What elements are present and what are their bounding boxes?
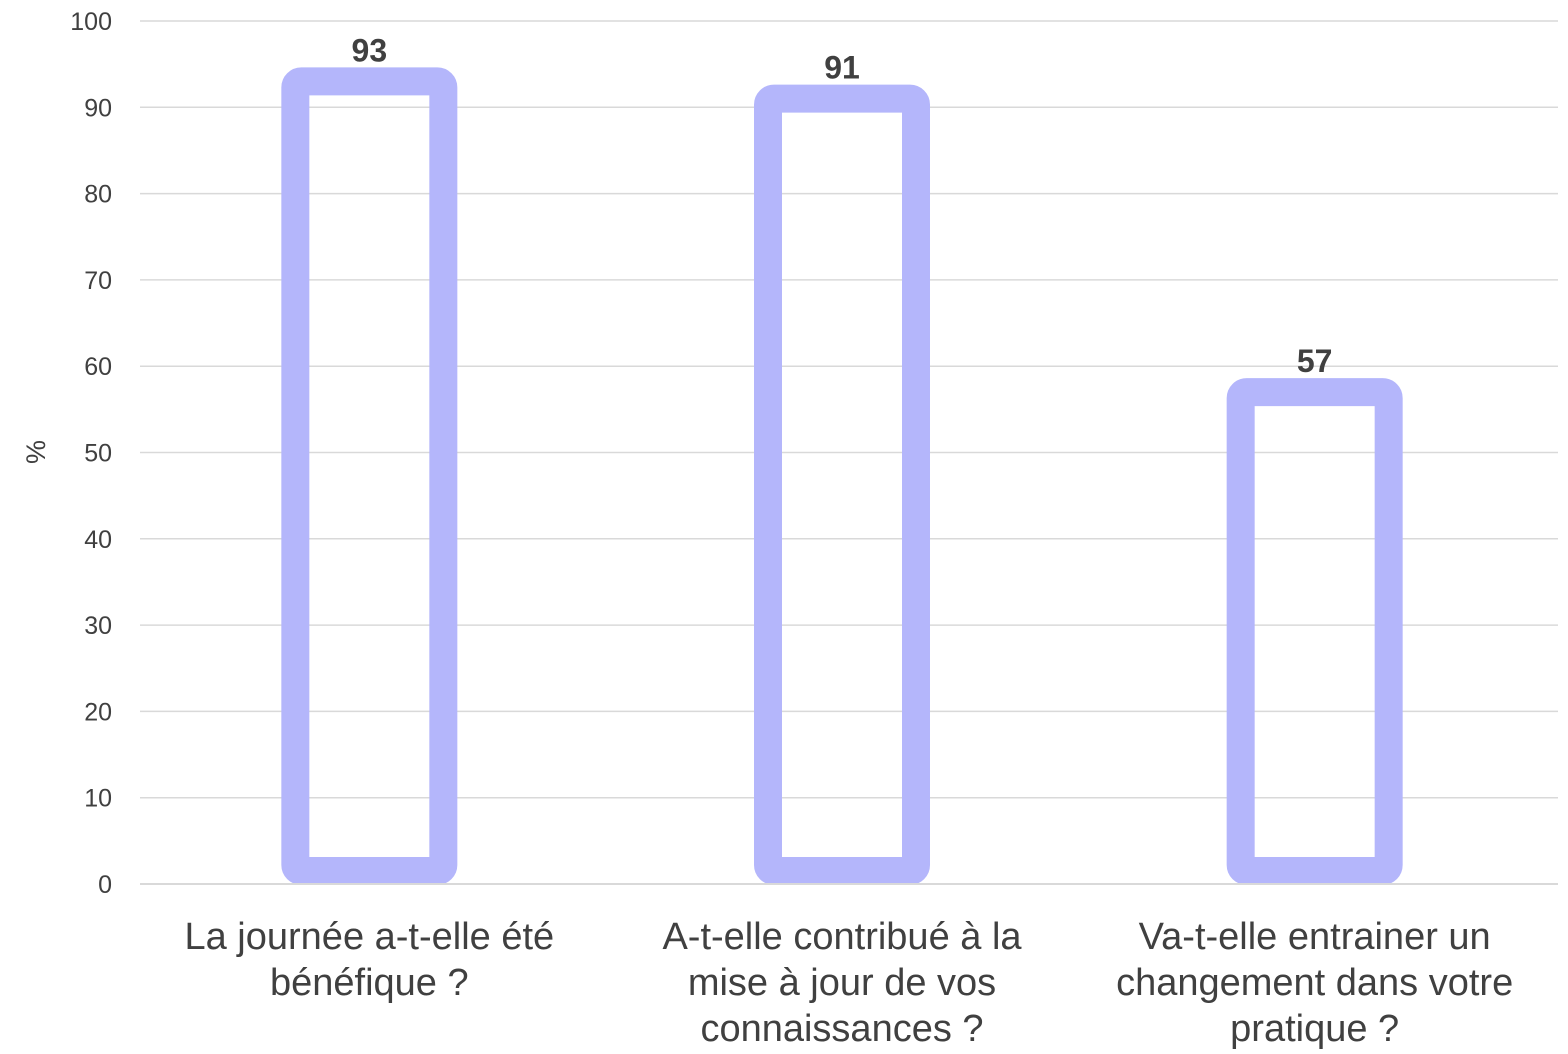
y-tick-label: 100 (70, 8, 112, 36)
category-label: A-t-elle contribué à la (662, 916, 1022, 958)
data-labels: 93 91 57 (352, 32, 1333, 379)
bars (281, 67, 1403, 886)
bar (281, 67, 458, 886)
category-label: pratique ? (1230, 1008, 1399, 1050)
y-tick-label: 10 (84, 785, 112, 813)
data-label: 57 (1297, 343, 1333, 379)
category-label: Va-t-elle entrainer un (1139, 916, 1491, 958)
y-axis-tick-labels: 0 10 20 30 40 50 60 70 80 90 100 (70, 8, 112, 899)
y-tick-label: 30 (84, 612, 112, 640)
y-tick-label: 50 (84, 440, 112, 468)
category-label: mise à jour de vos (688, 962, 996, 1004)
category-label: bénéfique ? (270, 962, 469, 1004)
y-tick-label: 80 (84, 181, 112, 209)
y-tick-label: 70 (84, 267, 112, 295)
y-axis-title: % (21, 440, 51, 464)
bar (754, 84, 930, 886)
bar (1226, 378, 1403, 885)
y-tick-label: 0 (98, 871, 112, 899)
y-tick-label: 40 (84, 526, 112, 554)
y-tick-label: 90 (84, 94, 112, 122)
data-label: 93 (352, 32, 388, 68)
data-label: 91 (824, 50, 860, 86)
category-label: connaissances ? (700, 1008, 983, 1050)
category-label: La journée a-t-elle été (184, 916, 554, 958)
y-tick-label: 60 (84, 353, 112, 381)
category-label: changement dans votre (1116, 962, 1513, 1004)
y-tick-label: 20 (84, 698, 112, 726)
gridlines (140, 20, 1558, 799)
